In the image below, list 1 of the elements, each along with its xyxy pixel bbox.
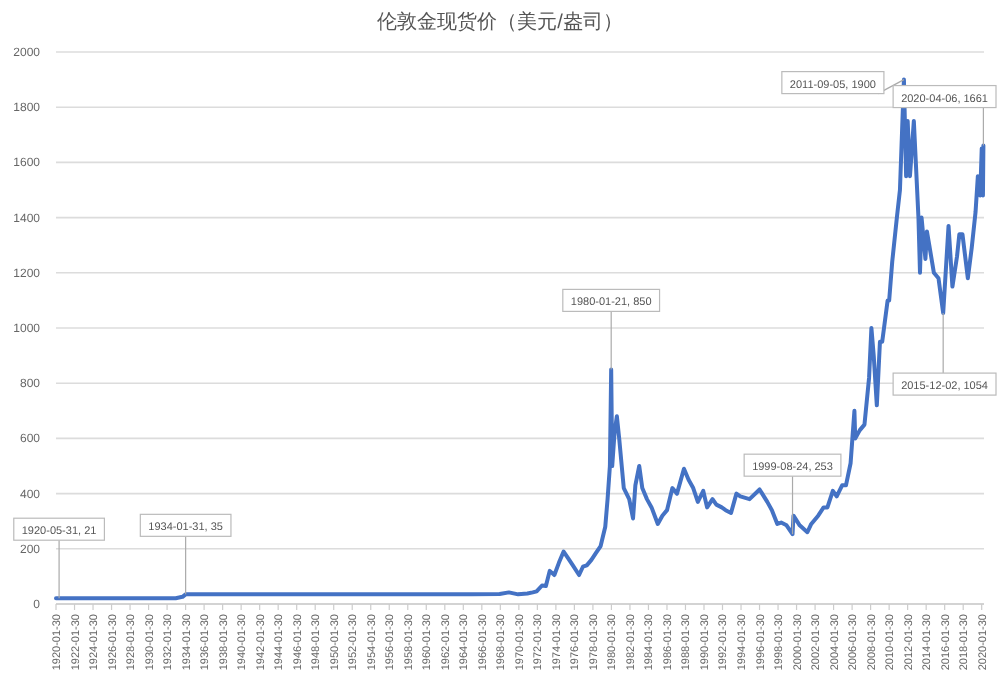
chart-title: 伦敦金现货价（美元/盎司）	[377, 10, 623, 34]
